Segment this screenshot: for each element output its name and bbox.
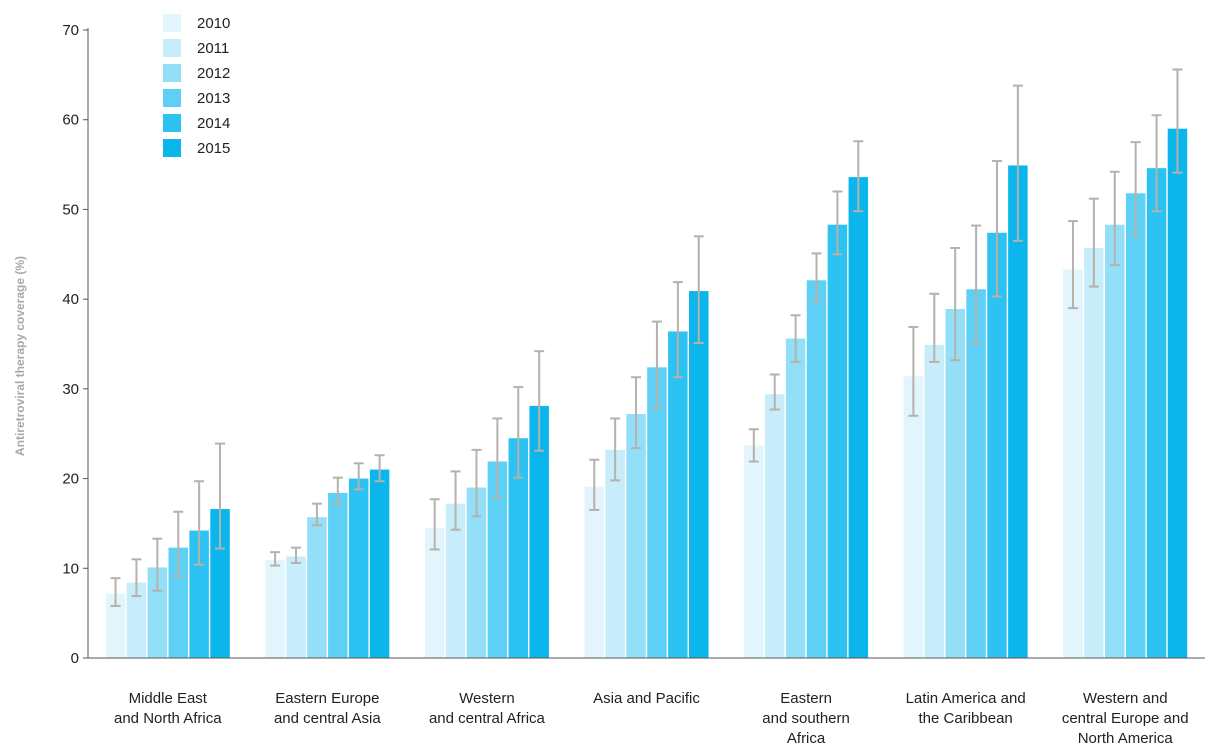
plot-area: [105, 68, 1188, 659]
legend: 2010 2011 2012 2013 2014 2015: [163, 14, 230, 157]
bar-group: [584, 235, 709, 658]
bar: [487, 461, 508, 658]
bar-group: [1063, 68, 1188, 658]
bar: [764, 394, 785, 658]
bar: [689, 291, 709, 658]
x-category-label-line: Africa: [787, 730, 826, 744]
legend-label: 2012: [197, 65, 230, 82]
bar: [265, 560, 285, 658]
legend-swatch: [163, 39, 181, 57]
legend-label: 2013: [197, 90, 230, 107]
x-category-label-line: Eastern Europe: [275, 690, 379, 707]
x-category-label: Latin America and the Caribbean: [906, 690, 1026, 727]
legend-swatch: [163, 89, 181, 107]
bar-group: [903, 84, 1028, 659]
bar: [210, 509, 230, 658]
x-category-label: Western and central Europe and North Ameri…: [1062, 690, 1189, 744]
x-category-label: Western and central Africa: [429, 690, 546, 727]
bar: [647, 367, 667, 658]
bar: [1105, 224, 1125, 658]
bar: [924, 344, 945, 658]
bar: [1146, 168, 1167, 658]
x-category-label: Middle East and North Africa: [114, 690, 222, 727]
bar: [424, 527, 445, 658]
legend-label: 2010: [197, 15, 230, 32]
bar: [848, 177, 869, 659]
bar-group: [105, 442, 230, 658]
x-category-label: Eastern and southern Africa: [762, 690, 850, 744]
x-category-label-line: and central Asia: [274, 710, 381, 727]
bar: [987, 232, 1007, 659]
x-category-label-line: central Europe and: [1062, 710, 1189, 727]
x-category-label: Asia and Pacific: [593, 690, 700, 707]
bar: [286, 556, 306, 658]
bar: [1167, 128, 1188, 658]
bar: [744, 445, 764, 658]
bar: [668, 331, 688, 658]
bar: [785, 338, 806, 658]
legend-label: 2014: [197, 115, 230, 132]
bar: [626, 413, 646, 658]
bar: [584, 486, 604, 658]
bar: [466, 487, 487, 658]
y-axis-title: Antiretroviral therapy coverage (%): [13, 256, 27, 456]
y-tick-label: 0: [71, 650, 79, 667]
bar: [966, 289, 986, 658]
bar: [307, 517, 327, 658]
legend-swatch: [163, 64, 181, 82]
bar-group: [744, 140, 869, 659]
legend-swatch: [163, 139, 181, 157]
y-tick-label: 60: [62, 112, 79, 129]
x-category-label-line: Asia and Pacific: [593, 690, 700, 707]
x-category-label-line: Western and: [1083, 690, 1168, 707]
bar: [529, 405, 549, 658]
bar-group: [265, 454, 390, 658]
bar: [445, 503, 466, 658]
legend-label: 2015: [197, 140, 230, 157]
x-category-label-line: Middle East: [129, 690, 208, 707]
bar: [105, 593, 126, 658]
y-tick-label: 30: [62, 381, 79, 398]
bar: [1008, 165, 1028, 658]
bar: [348, 478, 369, 658]
x-category-label-line: Eastern: [780, 690, 832, 707]
x-category-label-line: the Caribbean: [919, 710, 1013, 727]
legend-swatch: [163, 14, 181, 32]
y-tick-label: 50: [62, 201, 79, 218]
axes: 0 10 20 30 40 50 60 70 Antiretroviral therapy co…: [13, 22, 1205, 747]
bar: [508, 438, 529, 658]
bar: [189, 530, 209, 658]
bar: [328, 492, 348, 658]
bar: [369, 469, 390, 658]
bar: [1084, 248, 1104, 658]
y-tick-label: 70: [62, 22, 79, 39]
x-category-label-line: and central Africa: [429, 710, 546, 727]
bar: [168, 547, 188, 658]
y-tick-label: 40: [62, 291, 79, 308]
x-category-label-line: Latin America and: [906, 690, 1026, 707]
bar: [1063, 269, 1083, 658]
y-tick-label: 20: [62, 471, 79, 488]
bar: [605, 449, 625, 658]
legend-swatch: [163, 114, 181, 132]
x-category-label-line: and southern: [762, 710, 850, 727]
bar-group: [424, 350, 549, 658]
bar: [903, 376, 924, 658]
x-category-label-line: North America: [1078, 730, 1174, 744]
legend-label: 2011: [197, 40, 229, 57]
bar: [945, 309, 965, 658]
y-tick-label: 10: [62, 560, 79, 577]
x-category-label-line: Western: [459, 690, 515, 707]
x-category-label: Eastern Europe and central Asia: [274, 690, 381, 727]
bar: [827, 224, 848, 658]
x-category-label-line: and North Africa: [114, 710, 222, 727]
bar: [126, 582, 147, 658]
bar: [1125, 193, 1146, 658]
bar: [806, 280, 827, 658]
